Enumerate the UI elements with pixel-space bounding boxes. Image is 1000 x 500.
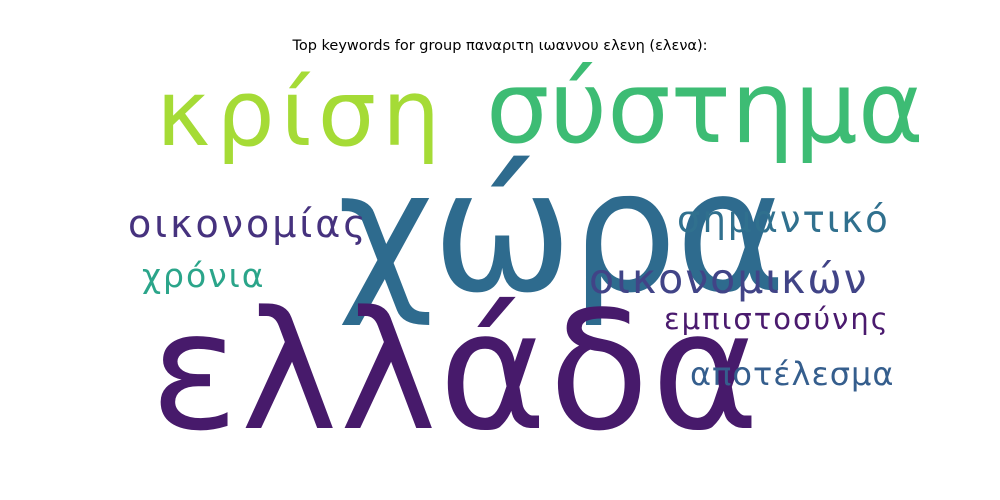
keyword-apotelesma: αποτέλεσμα [690,355,895,393]
keyword-oikonomias: οικονομίας [128,202,369,246]
keyword-simantiko: σημαντικό [677,198,890,241]
keyword-ellada: ελλάδα [150,276,762,467]
keyword-xora: χώρα [337,134,786,330]
figure-title: Top keywords for group παναριτη ιωαννου … [292,38,708,54]
keyword-xronia: χρόνια [142,256,266,295]
keyword-empistosynis: εμπιστοσύνης [664,302,890,336]
keyword-systima: σύστημα [486,49,924,166]
keyword-oikonomikon: οικονομικών [589,255,869,303]
keyword-krisi: κρίση [156,60,447,167]
